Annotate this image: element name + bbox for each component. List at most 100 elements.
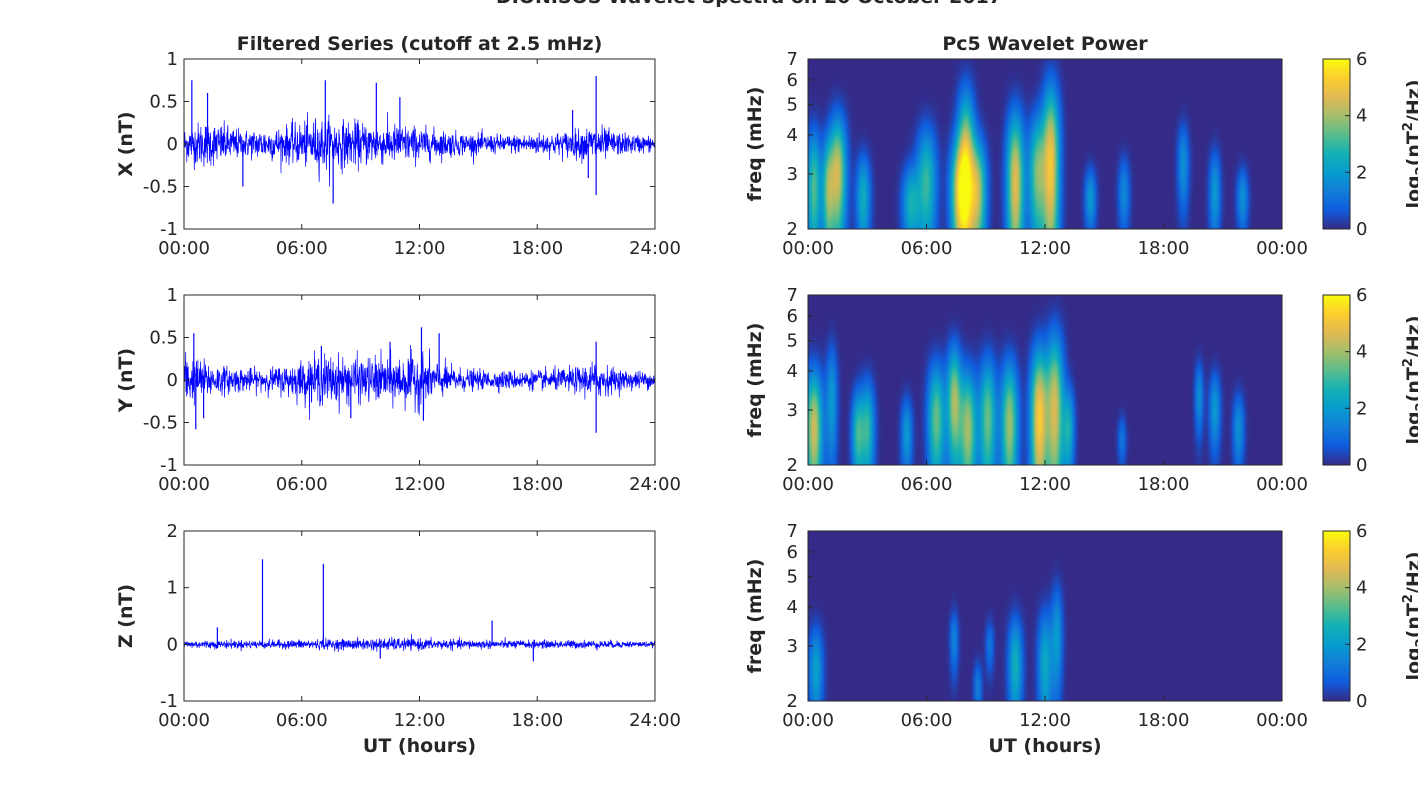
colorbar-label-part: 2 bbox=[1401, 594, 1416, 603]
y-tick-label: 0 bbox=[167, 134, 178, 155]
y-tick-label: 4 bbox=[787, 125, 798, 146]
x-axis-label: UT (hours) bbox=[988, 735, 1101, 757]
x-tick-label: 00:00 bbox=[782, 710, 834, 731]
y-tick-label: 3 bbox=[787, 164, 798, 185]
x-tick-label: 00:00 bbox=[158, 474, 210, 495]
y-tick-label: 4 bbox=[787, 597, 798, 618]
colorbar-tick-label: 6 bbox=[1356, 521, 1367, 542]
y-axis-label: Z (nT) bbox=[115, 584, 137, 648]
wavelet-power-image bbox=[808, 295, 1282, 465]
y-tick-label: -1 bbox=[160, 455, 178, 476]
y-tick-label: 6 bbox=[787, 306, 798, 327]
y-tick-label: 0 bbox=[167, 370, 178, 391]
y-tick-label: 5 bbox=[787, 331, 798, 352]
x-tick-label: 06:00 bbox=[276, 238, 328, 259]
y-tick-label: 1 bbox=[167, 578, 178, 599]
y-tick-label: 7 bbox=[787, 285, 798, 306]
y-tick-label: -1 bbox=[160, 691, 178, 712]
wavelet-power-image bbox=[808, 531, 1282, 701]
colorbar-tick-label: 0 bbox=[1356, 455, 1367, 476]
y-axis-label: freq (mHz) bbox=[744, 87, 766, 202]
line-chart-2: 00:00 06:00 12:00 18:00 24:00 -1 -0.5 0 0.5 1 Y (n… bbox=[115, 285, 681, 495]
y-tick-label: 2 bbox=[787, 219, 798, 240]
y-tick-label: 0.5 bbox=[149, 328, 178, 349]
subplot-title: Filtered Series (cutoff at 2.5 mHz) bbox=[237, 33, 603, 55]
colorbar bbox=[1322, 530, 1351, 702]
x-tick-label: 12:00 bbox=[394, 474, 446, 495]
colorbar-label-part: log bbox=[1403, 647, 1418, 680]
x-tick-label: 24:00 bbox=[629, 238, 681, 259]
colorbar-label-part: log bbox=[1403, 175, 1418, 208]
x-tick-label: 00:00 bbox=[782, 238, 834, 259]
figure-title: DIONISOS Wavelet Spectra on 20 October 2… bbox=[496, 0, 1002, 8]
y-tick-label: -0.5 bbox=[143, 413, 178, 434]
colorbar bbox=[1322, 58, 1351, 230]
x-tick-label: 00:00 bbox=[1256, 474, 1308, 495]
y-tick-label: 0 bbox=[167, 634, 178, 655]
line-chart-0: 00:00 06:00 12:00 18:00 24:00 -1 -0.5 0 0.5 1 Filt… bbox=[115, 33, 681, 259]
x-tick-label: 06:00 bbox=[276, 710, 328, 731]
x-tick-label: 18:00 bbox=[1138, 474, 1190, 495]
y-tick-label: 3 bbox=[787, 400, 798, 421]
y-tick-label: 2 bbox=[167, 521, 178, 542]
x-tick-label: 18:00 bbox=[1138, 238, 1190, 259]
plot-area bbox=[184, 531, 655, 701]
colorbar-label-part: (nT bbox=[1403, 131, 1418, 166]
colorbar-tick-label: 2 bbox=[1356, 162, 1367, 183]
colorbar-label-part: 2 bbox=[1414, 638, 1418, 647]
x-tick-label: 12:00 bbox=[394, 710, 446, 731]
colorbar-tick-label: 4 bbox=[1356, 106, 1367, 127]
y-tick-label: 2 bbox=[787, 455, 798, 476]
line-chart-4: 00:00 06:00 12:00 18:00 24:00 -1 0 1 2 Z (nT) UT (… bbox=[115, 521, 681, 757]
colorbar-label-part: log bbox=[1403, 411, 1418, 444]
y-tick-label: 2 bbox=[787, 691, 798, 712]
colorbar-label: log2(nT2/Hz) bbox=[1401, 315, 1418, 444]
colorbar-label-part: /Hz) bbox=[1403, 79, 1418, 122]
x-tick-label: 00:00 bbox=[1256, 710, 1308, 731]
colorbar-label: log2(nT2/Hz) bbox=[1401, 551, 1418, 680]
y-tick-label: 4 bbox=[787, 361, 798, 382]
y-tick-label: 5 bbox=[787, 567, 798, 588]
x-tick-label: 12:00 bbox=[1019, 238, 1071, 259]
y-tick-label: 7 bbox=[787, 521, 798, 542]
y-axis-label: freq (mHz) bbox=[744, 323, 766, 438]
y-axis-label: freq (mHz) bbox=[744, 559, 766, 674]
colorbar-tick-label: 4 bbox=[1356, 578, 1367, 599]
colorbar-tick-label: 4 bbox=[1356, 342, 1367, 363]
series-line bbox=[183, 633, 656, 653]
series-line bbox=[183, 345, 656, 420]
y-axis-label: X (nT) bbox=[115, 111, 137, 176]
x-tick-label: 06:00 bbox=[901, 474, 953, 495]
x-tick-label: 12:00 bbox=[1019, 474, 1071, 495]
x-tick-label: 00:00 bbox=[158, 710, 210, 731]
x-tick-label: 00:00 bbox=[1256, 238, 1308, 259]
colorbar-label-part: (nT bbox=[1403, 367, 1418, 402]
series-line bbox=[183, 111, 656, 187]
x-tick-label: 00:00 bbox=[782, 474, 834, 495]
y-tick-label: 6 bbox=[787, 70, 798, 91]
x-tick-label: 06:00 bbox=[901, 238, 953, 259]
x-tick-label: 06:00 bbox=[901, 710, 953, 731]
x-axis-label: UT (hours) bbox=[363, 735, 476, 757]
x-tick-label: 12:00 bbox=[1019, 710, 1071, 731]
colorbar-label-part: 2 bbox=[1401, 358, 1416, 367]
colorbar-label-part: (nT bbox=[1403, 603, 1418, 638]
colorbar-tick-label: 0 bbox=[1356, 691, 1367, 712]
colorbar-tick-label: 0 bbox=[1356, 219, 1367, 240]
x-tick-label: 12:00 bbox=[394, 238, 446, 259]
x-tick-label: 06:00 bbox=[276, 474, 328, 495]
x-tick-label: 18:00 bbox=[511, 474, 563, 495]
colorbar-label-part: 2 bbox=[1414, 166, 1418, 175]
subplot-title: Pc5 Wavelet Power bbox=[942, 33, 1148, 55]
y-axis-label: Y (nT) bbox=[115, 348, 137, 413]
y-tick-label: 1 bbox=[167, 285, 178, 306]
wavelet-power-image bbox=[808, 59, 1282, 229]
x-tick-label: 18:00 bbox=[1138, 710, 1190, 731]
x-tick-label: 24:00 bbox=[629, 474, 681, 495]
colorbar-label-part: /Hz) bbox=[1403, 315, 1418, 358]
x-tick-label: 24:00 bbox=[629, 710, 681, 731]
y-tick-label: 6 bbox=[787, 542, 798, 563]
